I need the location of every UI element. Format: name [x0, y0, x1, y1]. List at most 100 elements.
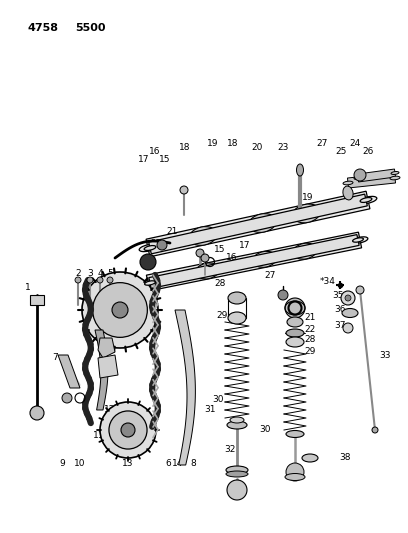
- Polygon shape: [357, 169, 395, 182]
- Text: 30: 30: [259, 425, 271, 434]
- Circle shape: [107, 277, 113, 283]
- Text: 18: 18: [227, 139, 239, 148]
- Text: 2: 2: [75, 270, 81, 279]
- Circle shape: [201, 254, 209, 262]
- Ellipse shape: [228, 312, 246, 324]
- Polygon shape: [175, 310, 195, 465]
- Circle shape: [157, 240, 167, 250]
- Ellipse shape: [286, 431, 304, 438]
- Ellipse shape: [139, 244, 157, 252]
- Text: 32: 32: [224, 446, 236, 455]
- Circle shape: [30, 406, 44, 420]
- Text: 37: 37: [334, 321, 346, 330]
- Circle shape: [356, 286, 364, 294]
- Polygon shape: [146, 191, 370, 257]
- Ellipse shape: [293, 204, 320, 223]
- Text: 33: 33: [379, 351, 391, 359]
- Polygon shape: [98, 355, 118, 378]
- Circle shape: [341, 291, 355, 305]
- Text: 19: 19: [302, 193, 314, 203]
- Ellipse shape: [293, 243, 317, 259]
- Text: 17: 17: [239, 240, 251, 249]
- Ellipse shape: [228, 292, 246, 304]
- Polygon shape: [30, 295, 44, 305]
- Text: 30: 30: [212, 395, 224, 405]
- Polygon shape: [149, 235, 359, 288]
- Text: 36: 36: [334, 305, 346, 314]
- Circle shape: [180, 186, 188, 194]
- Text: 38: 38: [339, 454, 351, 463]
- Circle shape: [109, 411, 147, 449]
- Text: 13: 13: [122, 459, 134, 469]
- Circle shape: [75, 277, 81, 283]
- Text: 27: 27: [264, 271, 276, 279]
- Ellipse shape: [360, 198, 372, 203]
- Text: 28: 28: [304, 335, 316, 344]
- Text: 27: 27: [316, 139, 328, 148]
- Ellipse shape: [248, 214, 276, 232]
- Ellipse shape: [391, 172, 399, 174]
- Text: 10: 10: [74, 459, 86, 469]
- Circle shape: [278, 290, 288, 300]
- Circle shape: [343, 323, 353, 333]
- Ellipse shape: [144, 281, 155, 285]
- Text: 29: 29: [304, 348, 316, 357]
- Ellipse shape: [140, 280, 156, 286]
- Text: 8: 8: [190, 459, 196, 469]
- Text: 18: 18: [179, 143, 191, 152]
- Ellipse shape: [390, 176, 400, 180]
- Text: 7: 7: [52, 352, 58, 361]
- Text: 24: 24: [349, 139, 361, 148]
- Ellipse shape: [354, 176, 362, 180]
- Circle shape: [372, 427, 378, 433]
- Text: 22: 22: [151, 239, 162, 248]
- Ellipse shape: [297, 164, 304, 176]
- Text: 15: 15: [159, 156, 171, 165]
- Ellipse shape: [343, 186, 353, 200]
- Polygon shape: [95, 330, 108, 410]
- Circle shape: [286, 463, 304, 481]
- Circle shape: [140, 254, 156, 270]
- Ellipse shape: [342, 309, 358, 318]
- Text: 12: 12: [104, 406, 116, 415]
- Text: 11: 11: [93, 431, 105, 440]
- Text: 1: 1: [25, 282, 31, 292]
- Ellipse shape: [226, 471, 248, 477]
- Text: 9: 9: [59, 459, 65, 469]
- Ellipse shape: [286, 337, 304, 347]
- Circle shape: [82, 272, 158, 348]
- Text: 5: 5: [107, 270, 113, 279]
- Text: 20: 20: [251, 143, 263, 152]
- Polygon shape: [98, 338, 115, 358]
- Text: 35: 35: [332, 290, 344, 300]
- Ellipse shape: [302, 454, 318, 462]
- Circle shape: [112, 302, 128, 318]
- Circle shape: [196, 249, 204, 257]
- Circle shape: [285, 298, 305, 318]
- Ellipse shape: [227, 421, 247, 429]
- Circle shape: [97, 277, 103, 283]
- Text: 14: 14: [172, 459, 184, 469]
- Circle shape: [354, 169, 366, 181]
- Ellipse shape: [226, 466, 248, 474]
- Ellipse shape: [195, 263, 219, 279]
- Polygon shape: [149, 194, 367, 254]
- Ellipse shape: [286, 329, 304, 337]
- Text: 15: 15: [214, 246, 226, 254]
- Ellipse shape: [287, 317, 303, 327]
- Text: 16: 16: [226, 254, 238, 262]
- Circle shape: [345, 295, 351, 301]
- Text: 28: 28: [214, 279, 226, 287]
- Ellipse shape: [253, 252, 277, 268]
- Circle shape: [121, 423, 135, 437]
- Text: 5500: 5500: [75, 23, 106, 33]
- Text: 4758: 4758: [28, 23, 59, 33]
- Text: 16: 16: [149, 148, 161, 157]
- Text: *34: *34: [320, 278, 336, 287]
- Ellipse shape: [189, 227, 217, 245]
- Polygon shape: [58, 355, 80, 388]
- Ellipse shape: [343, 181, 353, 185]
- Text: 26: 26: [362, 148, 374, 157]
- Text: 21: 21: [304, 313, 316, 322]
- Ellipse shape: [285, 473, 305, 481]
